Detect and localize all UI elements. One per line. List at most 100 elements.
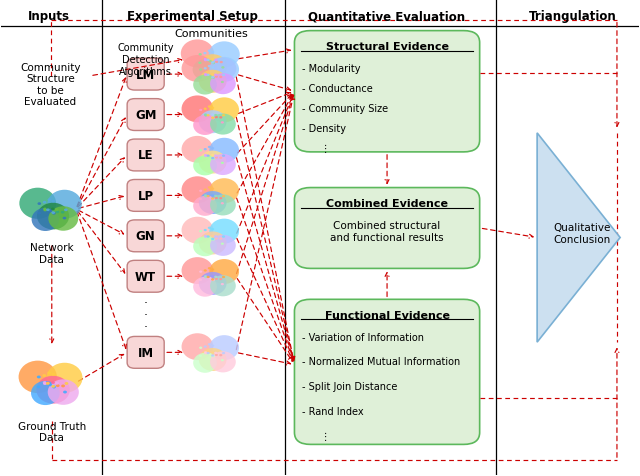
- Circle shape: [42, 374, 46, 377]
- Circle shape: [63, 391, 67, 394]
- Text: ·
·
·: · · ·: [143, 296, 148, 333]
- Ellipse shape: [193, 76, 217, 95]
- Circle shape: [214, 60, 218, 62]
- Circle shape: [219, 238, 222, 240]
- Text: - Community Size: - Community Size: [302, 104, 388, 114]
- Ellipse shape: [210, 276, 236, 297]
- Ellipse shape: [198, 55, 227, 79]
- Ellipse shape: [209, 139, 239, 163]
- Circle shape: [221, 67, 225, 69]
- Text: GN: GN: [136, 230, 156, 243]
- Text: ⋮: ⋮: [302, 144, 331, 154]
- Circle shape: [211, 52, 214, 54]
- Circle shape: [211, 198, 214, 200]
- Circle shape: [211, 278, 214, 281]
- Circle shape: [47, 372, 51, 375]
- Text: Communities: Communities: [175, 29, 248, 39]
- Circle shape: [212, 279, 215, 281]
- Circle shape: [207, 115, 210, 117]
- Circle shape: [51, 208, 55, 211]
- Circle shape: [211, 77, 214, 79]
- Circle shape: [204, 229, 207, 232]
- Circle shape: [204, 60, 207, 62]
- Circle shape: [204, 277, 207, 279]
- Ellipse shape: [199, 348, 227, 371]
- Circle shape: [221, 283, 224, 286]
- Circle shape: [207, 236, 210, 238]
- Text: Community
Structure
to be
Evaluated: Community Structure to be Evaluated: [20, 62, 81, 107]
- Circle shape: [199, 77, 202, 79]
- Circle shape: [212, 118, 215, 120]
- Text: Qualitative
Conclusion: Qualitative Conclusion: [553, 222, 611, 244]
- Ellipse shape: [209, 259, 239, 284]
- Circle shape: [222, 276, 225, 278]
- Circle shape: [207, 155, 210, 158]
- Circle shape: [211, 158, 214, 160]
- Circle shape: [36, 386, 40, 388]
- Ellipse shape: [210, 74, 236, 95]
- Ellipse shape: [36, 376, 70, 404]
- Text: - Modularity: - Modularity: [302, 64, 360, 74]
- Circle shape: [46, 209, 50, 212]
- Text: IM: IM: [138, 346, 154, 359]
- Circle shape: [204, 115, 207, 118]
- Circle shape: [208, 66, 211, 68]
- Circle shape: [209, 76, 212, 78]
- Circle shape: [43, 381, 47, 384]
- Ellipse shape: [182, 177, 213, 204]
- Ellipse shape: [182, 217, 213, 244]
- Circle shape: [221, 81, 224, 84]
- Circle shape: [211, 195, 214, 197]
- Ellipse shape: [209, 98, 239, 123]
- Circle shape: [211, 269, 214, 271]
- Circle shape: [199, 150, 202, 152]
- Circle shape: [47, 199, 51, 201]
- Ellipse shape: [182, 334, 213, 360]
- Text: LP: LP: [138, 189, 154, 202]
- Ellipse shape: [199, 192, 227, 215]
- Ellipse shape: [199, 232, 227, 255]
- Ellipse shape: [193, 237, 217, 257]
- Circle shape: [61, 385, 65, 387]
- FancyBboxPatch shape: [294, 188, 479, 269]
- FancyBboxPatch shape: [127, 99, 164, 131]
- Text: LM: LM: [136, 69, 156, 81]
- Circle shape: [209, 116, 212, 119]
- Circle shape: [211, 114, 214, 117]
- Ellipse shape: [31, 208, 59, 231]
- Circle shape: [209, 157, 212, 159]
- Ellipse shape: [49, 207, 78, 231]
- FancyBboxPatch shape: [127, 59, 164, 91]
- Circle shape: [204, 59, 207, 61]
- Circle shape: [199, 198, 202, 201]
- Circle shape: [199, 158, 202, 160]
- Circle shape: [214, 74, 218, 77]
- Circle shape: [61, 211, 65, 214]
- Ellipse shape: [19, 188, 56, 219]
- Circle shape: [199, 347, 202, 349]
- Circle shape: [204, 236, 207, 238]
- Circle shape: [37, 212, 41, 215]
- Circle shape: [52, 212, 56, 215]
- Ellipse shape: [193, 156, 217, 176]
- FancyBboxPatch shape: [294, 31, 479, 153]
- Circle shape: [211, 228, 214, 231]
- Ellipse shape: [210, 235, 236, 257]
- Ellipse shape: [31, 381, 60, 405]
- Circle shape: [204, 346, 207, 348]
- Ellipse shape: [48, 379, 79, 405]
- Circle shape: [222, 236, 225, 238]
- Circle shape: [204, 74, 207, 76]
- Ellipse shape: [209, 219, 239, 244]
- Ellipse shape: [180, 40, 214, 69]
- Circle shape: [215, 76, 218, 79]
- Circle shape: [46, 382, 50, 385]
- Circle shape: [208, 147, 211, 149]
- Circle shape: [211, 154, 214, 157]
- Circle shape: [221, 203, 224, 205]
- Circle shape: [55, 382, 59, 385]
- Polygon shape: [537, 134, 620, 342]
- Ellipse shape: [210, 114, 236, 135]
- Circle shape: [215, 198, 218, 200]
- Circle shape: [206, 59, 210, 62]
